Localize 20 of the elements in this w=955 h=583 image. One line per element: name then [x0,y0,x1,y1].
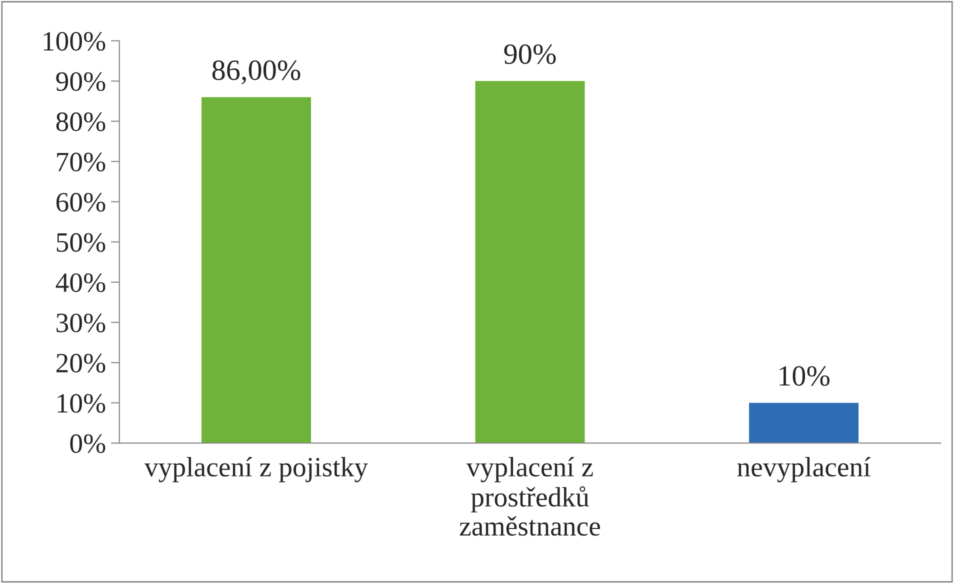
y-tick-label: 90% [56,72,106,92]
bar [749,402,859,444]
y-tick-label: 60% [56,192,106,212]
x-tick-label: vyplacení z prostředků zaměstnance [460,456,600,536]
y-tick-label: 100% [44,32,106,51]
y-tick-label: 70% [57,152,106,172]
data-label: 10% [780,366,830,386]
x-tick-label: nevyplacení [737,456,871,482]
y-tick-label: 80% [56,112,106,132]
data-label: 86,00% [212,60,300,84]
data-label: 90% [504,44,556,64]
y-tick-label: 50% [56,233,106,252]
x-tick-label: vyplacení z pojistky [144,456,368,482]
y-tick-label: 20% [56,354,106,373]
y-tick-label: 40% [56,273,106,292]
y-tick-label: 0% [70,434,106,454]
y-tick-label: 10% [58,394,106,413]
bar [475,81,585,444]
bar [202,97,312,444]
y-tick-label: 30% [56,314,106,332]
